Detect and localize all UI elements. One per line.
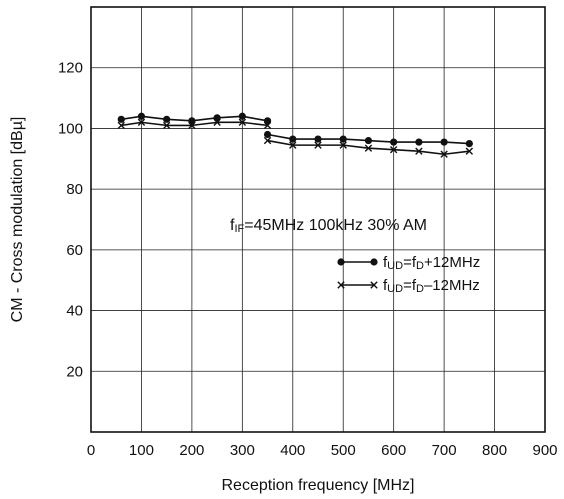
data-point (263, 130, 272, 139)
legend-symbol-cross (337, 281, 378, 289)
y-tick-label: 20 (66, 363, 83, 380)
y-tick-label: 80 (66, 181, 83, 198)
legend-marker (337, 281, 345, 289)
legend-sub2: D (416, 260, 424, 272)
data-point (117, 115, 125, 123)
legend-symbol-dot (337, 258, 378, 266)
data-point (465, 147, 474, 155)
data-point (289, 135, 297, 143)
series-minus-12mhz (117, 118, 474, 158)
data-point (263, 136, 272, 145)
legend-marker (337, 258, 345, 266)
data-point (263, 121, 272, 130)
chart-annotation: fIF=45MHz 100kHz 30% AM (230, 217, 427, 235)
y-axis-label: CM - Cross modulation [dBµ] (9, 117, 26, 323)
data-point (415, 147, 423, 155)
x-tick-label: 200 (179, 442, 204, 459)
data-point (364, 136, 373, 145)
data-point (364, 144, 373, 152)
data-point (339, 135, 347, 143)
data-point (117, 121, 125, 130)
data-point (389, 145, 398, 154)
legend-f1: f (383, 254, 388, 271)
x-axis-label: Reception frequency [MHz] (222, 477, 415, 494)
x-tick-label: 400 (280, 442, 305, 459)
annotation-text: =45MHz 100kHz 30% AM (244, 217, 427, 234)
data-point (390, 138, 398, 146)
y-tick-label: 100 (58, 120, 83, 137)
y-axis-ticks: 20 40 60 80 100 120 (58, 60, 83, 381)
legend-tail: +12MHz (424, 254, 480, 271)
data-point (163, 115, 171, 123)
legend-marker (370, 258, 378, 266)
data-point (238, 118, 247, 127)
x-tick-label: 0 (87, 442, 95, 459)
data-point (162, 121, 171, 130)
series-layer (117, 112, 474, 158)
data-point (440, 138, 448, 146)
x-tick-label: 300 (230, 442, 255, 459)
y-tick-label: 120 (58, 60, 83, 77)
legend-entry-minus: fUD=fD–12MHz (337, 277, 480, 295)
x-tick-label: 500 (331, 442, 356, 459)
legend: fUD=fD+12MHz fUD=fD–12MHz (337, 254, 480, 295)
legend-mid: =f (403, 254, 417, 271)
legend-sub1: UD (387, 283, 403, 295)
data-point (314, 141, 322, 149)
legend-mid: =f (403, 277, 417, 294)
y-tick-label: 40 (66, 303, 83, 320)
legend-sub2: D (416, 283, 424, 295)
plot-frame (90, 6, 546, 433)
grid-lines (91, 7, 545, 432)
data-point (137, 112, 146, 120)
data-point (440, 150, 448, 158)
x-tick-label: 900 (532, 442, 557, 459)
annotation-f: f (230, 217, 235, 234)
legend-marker (370, 281, 378, 289)
data-point (213, 118, 221, 127)
x-tick-label: 600 (381, 442, 406, 459)
x-tick-label: 800 (482, 442, 507, 459)
data-point (339, 141, 347, 149)
data-point (188, 121, 196, 130)
data-point (415, 138, 423, 146)
data-point (289, 141, 297, 149)
y-tick-label: 60 (66, 242, 83, 259)
data-point (314, 135, 322, 143)
legend-tail: –12MHz (424, 277, 480, 294)
x-tick-label: 100 (129, 442, 154, 459)
x-tick-label: 700 (432, 442, 457, 459)
legend-f1: f (383, 277, 388, 294)
legend-label-plus: fUD=fD+12MHz (383, 254, 480, 272)
legend-entry-plus: fUD=fD+12MHz (337, 254, 480, 272)
legend-label-minus: fUD=fD–12MHz (383, 277, 480, 295)
x-axis-ticks: 0 100 200 300 400 500 600 700 800 900 (87, 442, 558, 459)
data-point (238, 112, 246, 120)
annotation-subscript: IF (234, 223, 244, 235)
data-point (137, 118, 146, 127)
data-point (465, 140, 473, 148)
legend-sub1: UD (387, 260, 403, 272)
